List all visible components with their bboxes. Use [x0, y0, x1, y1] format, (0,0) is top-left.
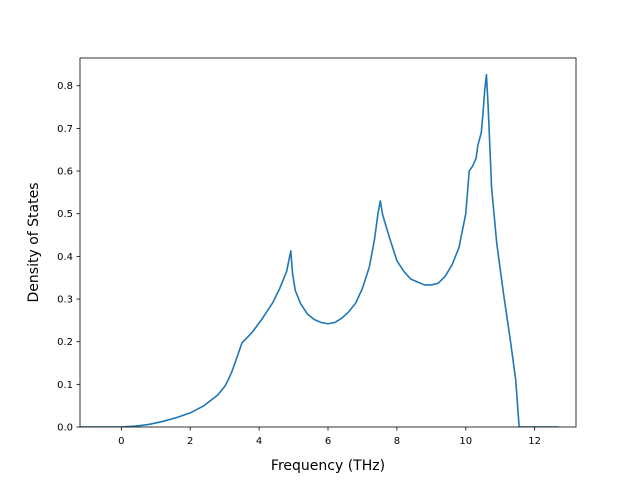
x-tick-label: 4	[256, 436, 262, 447]
y-tick-label: 0.8	[57, 81, 73, 92]
y-axis-ticks: 0.0 0.1 0.2 0.3 0.4 0.5 0.6 0.7 0.8	[57, 81, 80, 434]
x-axis-ticks: 0 2 4 6 8 10 12	[118, 427, 541, 447]
x-tick-label: 6	[325, 436, 331, 447]
y-tick-label: 0.0	[57, 423, 73, 434]
x-tick-label: 8	[394, 436, 400, 447]
x-tick-label: 0	[118, 436, 124, 447]
plot-area-frame	[79, 57, 577, 428]
y-tick-label: 0.6	[57, 167, 73, 178]
series-layer	[80, 73, 559, 427]
y-tick-label: 0.5	[57, 209, 73, 220]
x-axis-label: Frequency (THz)	[271, 458, 385, 474]
plot-area-background	[80, 58, 576, 427]
y-tick-label: 0.3	[57, 295, 73, 306]
x-tick-label: 2	[187, 436, 193, 447]
x-tick-label: 12	[528, 436, 541, 447]
dos-series-line-0	[80, 73, 559, 427]
x-tick-label: 10	[459, 436, 472, 447]
y-tick-label: 0.2	[57, 337, 73, 348]
y-axis-label: Density of States	[26, 183, 42, 303]
y-tick-label: 0.1	[57, 380, 73, 391]
y-tick-label: 0.4	[57, 252, 73, 263]
y-tick-label: 0.7	[57, 124, 73, 135]
